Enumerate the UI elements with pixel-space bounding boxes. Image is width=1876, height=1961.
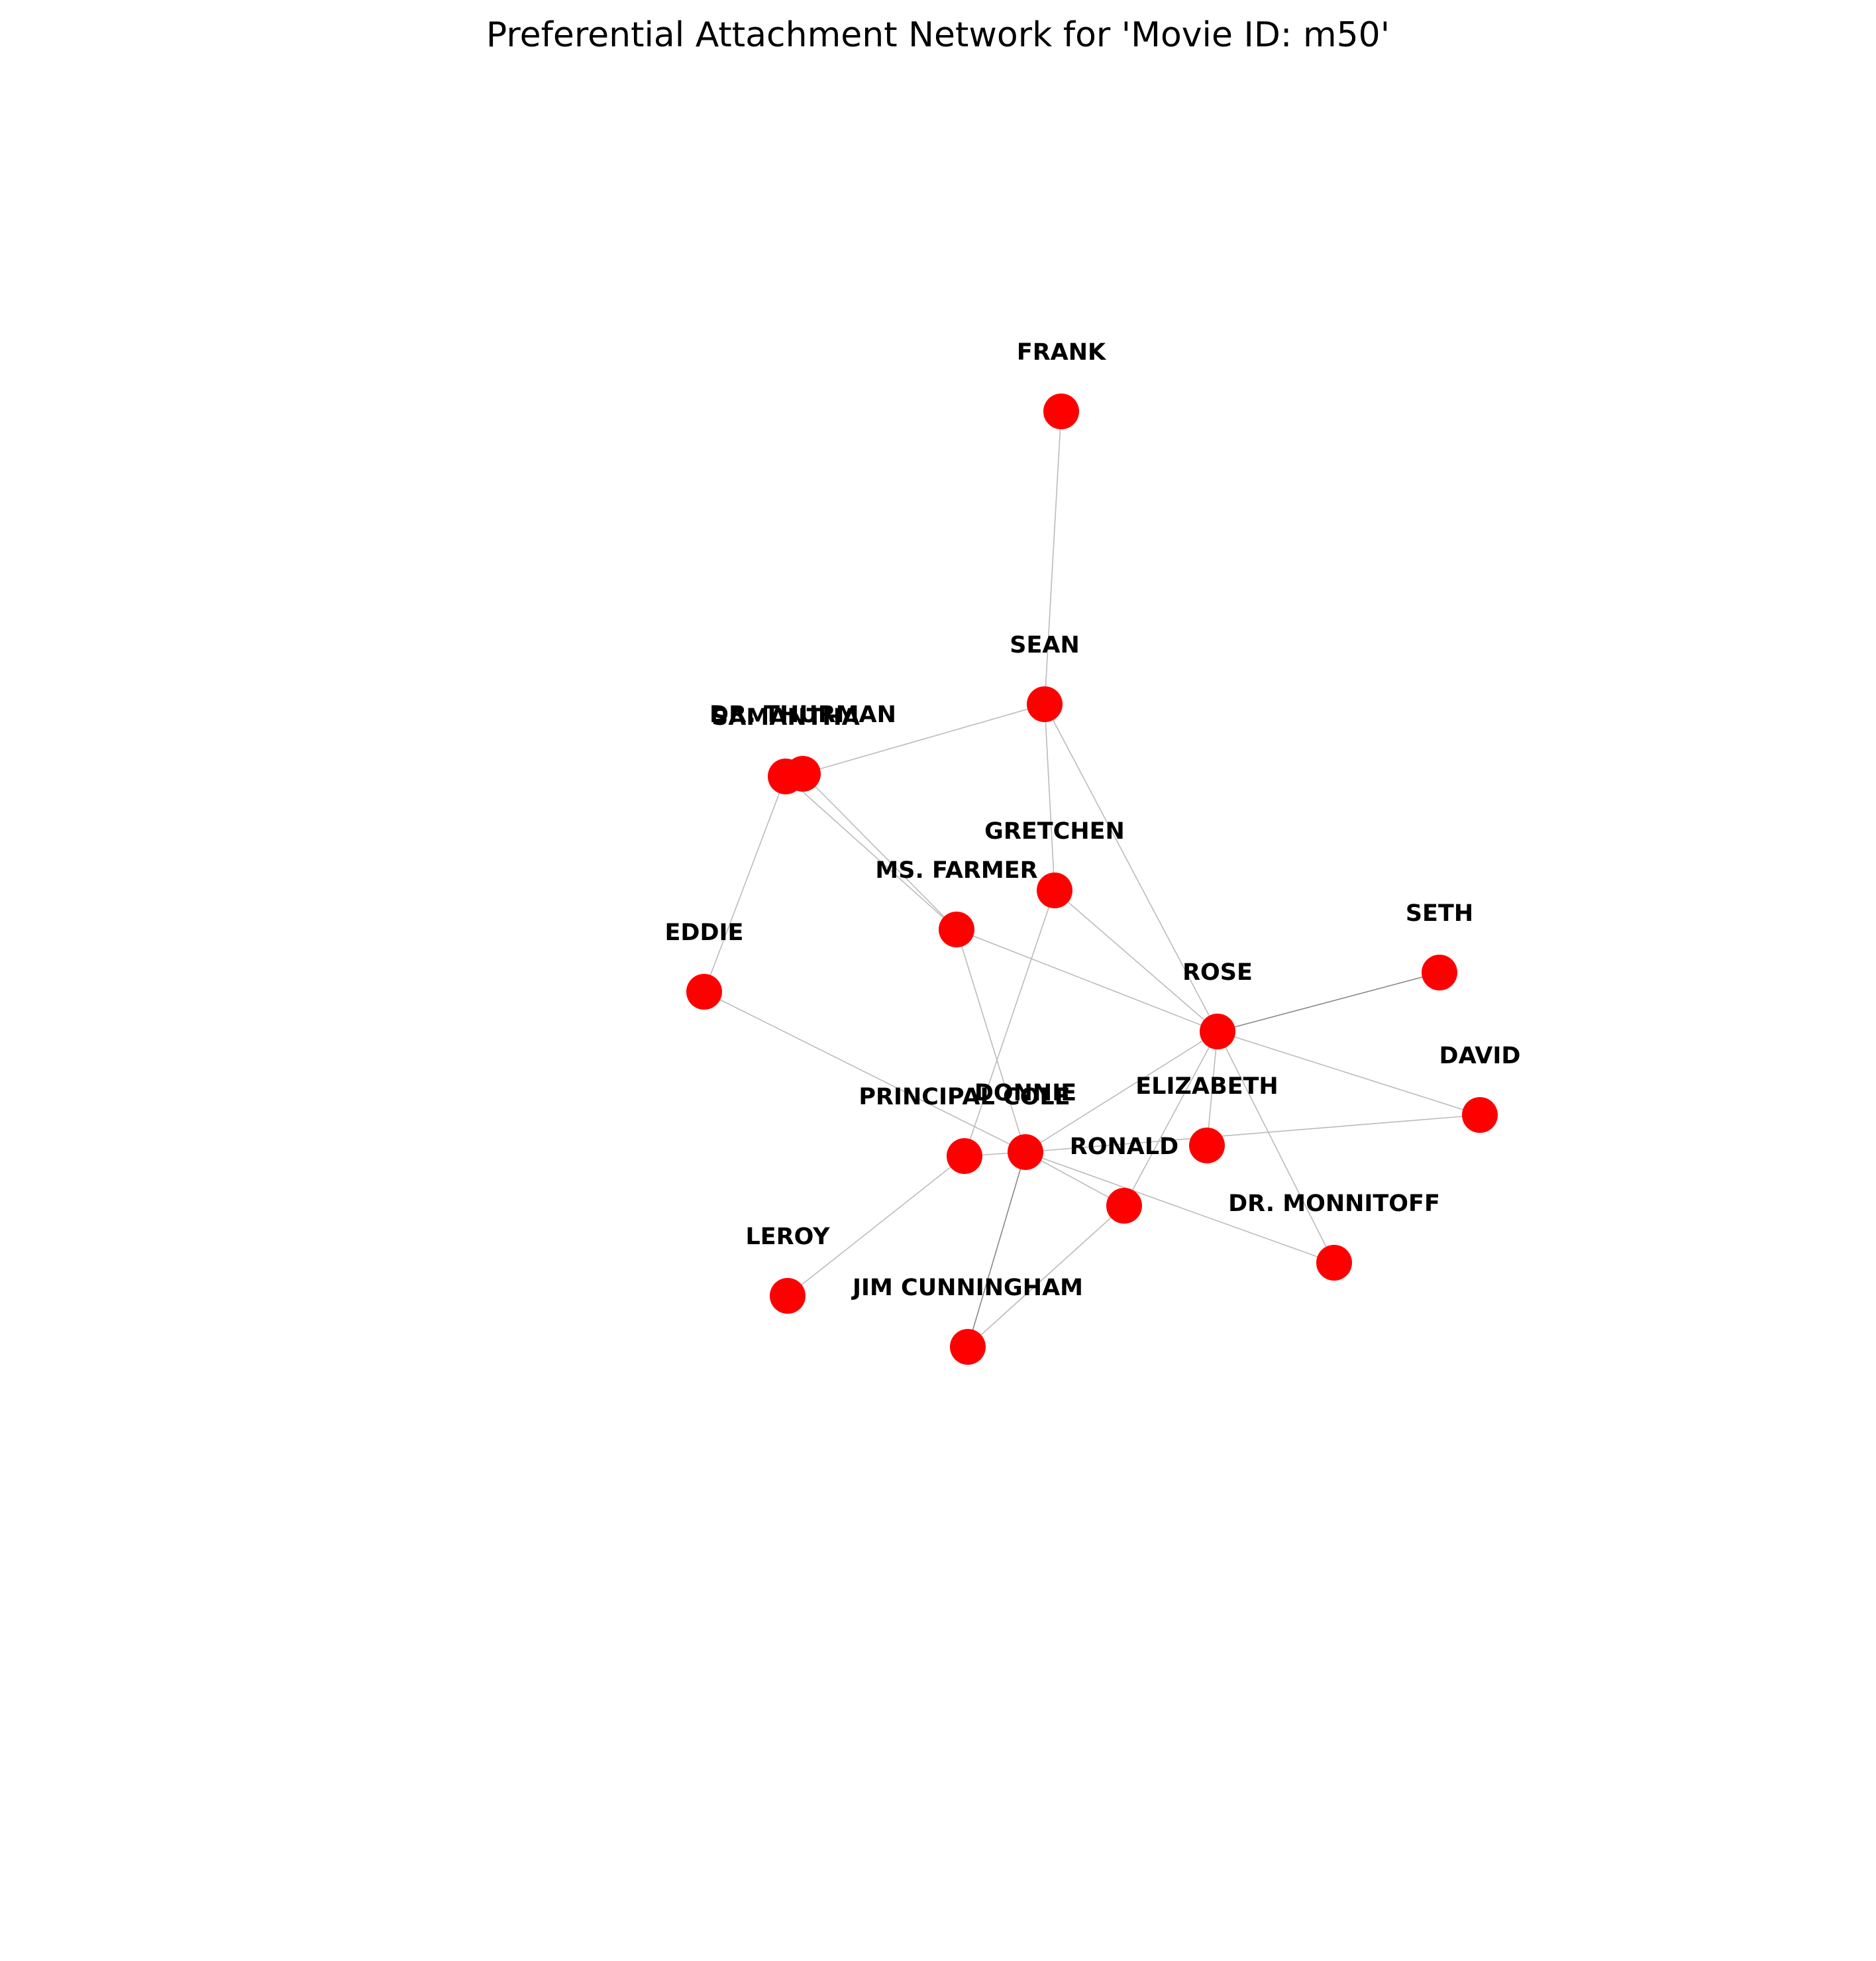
edge-principal-cole-leroy [787, 1155, 965, 1297]
edge-david-donnie [1025, 1114, 1481, 1153]
edge-rose-dr-monnitoff [1217, 1031, 1335, 1263]
node-donnie [1008, 1134, 1043, 1170]
edge-samantha-eddie [704, 776, 786, 992]
edge-donnie-ronald [1025, 1151, 1125, 1206]
edge-eddie-donnie [704, 991, 1026, 1153]
node-label-leroy: LEROY [745, 1224, 830, 1250]
chart-title: Preferential Attachment Network for 'Mov… [486, 15, 1390, 55]
node-samantha [768, 759, 804, 794]
edge-rose-ronald [1123, 1031, 1218, 1206]
node-frank [1043, 394, 1079, 429]
node-label-seth: SETH [1406, 900, 1473, 927]
node-eddie [686, 974, 722, 1010]
node-david [1462, 1097, 1498, 1133]
node-seth [1422, 955, 1457, 990]
edge-dr-thurman-ms-farmer [802, 773, 957, 930]
node-gretchen [1037, 873, 1072, 908]
node-label-frank: FRANK [1017, 339, 1107, 366]
edge-samantha-ms-farmer [785, 776, 957, 930]
edge-donnie-dr-monnitoff [1025, 1151, 1335, 1263]
edge-ms-farmer-rose [956, 929, 1218, 1032]
edge-rose-donnie [1025, 1031, 1218, 1153]
node-label-ronald: RONALD [1070, 1134, 1178, 1160]
edge-sean-rose [1044, 704, 1218, 1032]
node-ronald [1106, 1188, 1142, 1224]
node-label-gretchen: GRETCHEN [984, 818, 1125, 845]
edge-ronald-jim-cunningham [967, 1205, 1125, 1348]
node-label-donnie: DONNIE [974, 1080, 1076, 1106]
edge-rose-elizabeth [1206, 1031, 1218, 1146]
node-label-ms-farmer: MS. FARMER [875, 857, 1037, 884]
node-leroy [770, 1278, 806, 1314]
node-rose [1200, 1014, 1235, 1049]
node-label-sean: SEAN [1010, 632, 1080, 659]
node-label-jim-cunningham: JIM CUNNINGHAM [851, 1275, 1083, 1301]
node-sean [1027, 686, 1063, 722]
node-label-principal-cole: PRINCIPAL COLE [859, 1084, 1070, 1110]
edge-sean-gretchen [1044, 704, 1055, 891]
edge-rose-david [1217, 1031, 1481, 1116]
node-label-samantha: SAMANTHA [711, 704, 860, 731]
edge-rose-seth [1217, 972, 1440, 1032]
node-dr-monnitoff [1316, 1245, 1352, 1281]
edges-layer [704, 411, 1481, 1348]
nodes-layer [686, 394, 1498, 1365]
node-label-dr-monnitoff: DR. MONNITOFF [1228, 1191, 1440, 1217]
node-label-david: DAVID [1439, 1043, 1521, 1069]
node-ms-farmer [939, 912, 974, 947]
node-elizabeth [1189, 1128, 1225, 1163]
edge-donnie-jim-cunningham [967, 1151, 1026, 1348]
edge-sean-dr-thurman [802, 704, 1045, 774]
node-jim-cunningham [950, 1329, 986, 1365]
edge-ms-farmer-donnie [956, 929, 1026, 1153]
edge-gretchen-rose [1054, 890, 1218, 1032]
node-label-rose: ROSE [1182, 959, 1253, 986]
node-label-eddie: EDDIE [665, 920, 744, 946]
node-principal-cole [947, 1138, 982, 1174]
edge-frank-sean [1044, 411, 1062, 705]
node-label-dr-thurman: DR. THURMAN [709, 702, 896, 728]
node-label-elizabeth: ELIZABETH [1135, 1073, 1278, 1100]
edge-gretchen-principal-cole [964, 890, 1055, 1157]
